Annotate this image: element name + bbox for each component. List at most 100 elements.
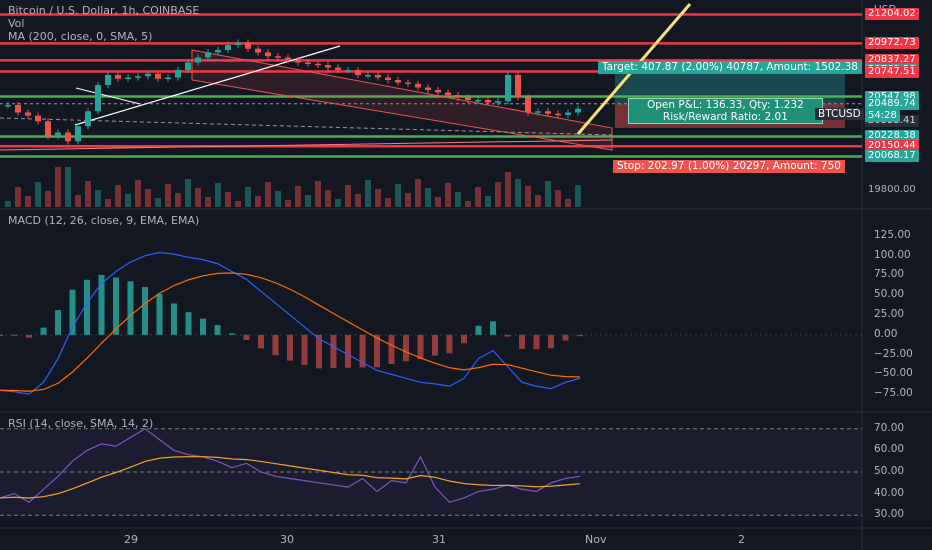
- pnl-text: Open P&L: 136.33, Qty: 1.232: [647, 99, 804, 111]
- candle: [115, 75, 121, 79]
- volume-bar: [385, 198, 391, 207]
- macd-histogram-bar: [301, 334, 308, 365]
- price-axis-label: 20150.44: [865, 140, 919, 153]
- candle: [335, 67, 341, 70]
- macd-histogram-bar: [185, 312, 192, 335]
- volume-bar: [175, 193, 181, 207]
- macd-histogram-bar: [0, 334, 3, 336]
- volume-bar: [405, 193, 411, 207]
- macd-histogram-bar: [214, 325, 221, 335]
- volume-bar: [445, 183, 451, 207]
- volume-bar: [315, 181, 321, 207]
- volume-bar: [435, 197, 441, 207]
- candle: [265, 52, 271, 57]
- candle: [465, 97, 471, 100]
- signal-line: [0, 272, 581, 392]
- volume-bar: [55, 167, 61, 207]
- target-label[interactable]: Target: 407.87 (2.00%) 40787, Amount: 15…: [598, 61, 862, 74]
- stop-label[interactable]: Stop: 202.97 (1.00%) 20297, Amount: 750: [613, 160, 845, 173]
- candle: [55, 132, 61, 137]
- macd-axis-label: −50.00: [874, 367, 913, 380]
- macd-axis-label: 125.00: [874, 228, 911, 241]
- volume-bar: [525, 186, 531, 207]
- volume-bar: [185, 179, 191, 207]
- time-axis-label: 31: [432, 533, 446, 546]
- candle: [455, 95, 461, 98]
- candle: [475, 100, 481, 102]
- macd-histogram-bar: [84, 279, 90, 335]
- candle: [485, 100, 491, 103]
- macd-histogram-bar: [577, 334, 583, 337]
- candle: [145, 73, 151, 77]
- rsi-line: [0, 428, 581, 503]
- volume-bar: [365, 180, 371, 207]
- macd-histogram-bar: [374, 334, 380, 368]
- macd-histogram-bar: [504, 334, 511, 337]
- volume-bar: [135, 180, 141, 207]
- macd-axis-label: 100.00: [874, 248, 911, 261]
- volume-label: Vol: [8, 17, 25, 30]
- macd-histogram-bar: [40, 327, 47, 335]
- macd-histogram-bar: [113, 277, 119, 335]
- price-axis-label: 20972.73: [865, 37, 919, 50]
- macd-histogram-bar: [519, 334, 525, 349]
- volume-bar: [125, 194, 131, 207]
- candle: [255, 48, 261, 53]
- macd-histogram-bar: [359, 334, 366, 368]
- macd-axis-label: 50.00: [874, 288, 905, 301]
- candle: [165, 77, 171, 79]
- candle: [355, 70, 361, 75]
- macd-axis-label: 25.00: [874, 308, 905, 321]
- ticker-badge: BTCUSD: [815, 108, 864, 120]
- macd-histogram-bar: [475, 325, 482, 335]
- candle: [125, 77, 131, 79]
- ma200-line: [0, 139, 613, 151]
- macd-histogram-bar: [388, 334, 395, 364]
- volume-bar: [45, 191, 51, 207]
- candle: [15, 105, 21, 113]
- candle: [35, 115, 41, 122]
- candle: [285, 57, 291, 60]
- volume-bar: [195, 188, 201, 207]
- candle: [325, 65, 331, 68]
- volume-bar: [355, 194, 361, 207]
- volume-bar: [335, 199, 341, 207]
- macd-histogram-bar: [316, 334, 322, 369]
- volume-bar: [65, 167, 71, 207]
- volume-bar: [395, 184, 401, 207]
- volume-bar: [345, 185, 351, 207]
- volume-bar: [15, 187, 21, 207]
- candle: [65, 132, 71, 142]
- symbol-title: Bitcoin / U.S. Dollar, 1h, COINBASE: [8, 4, 200, 17]
- volume-bar: [375, 189, 381, 207]
- candle: [415, 83, 421, 88]
- volume-bar: [145, 189, 151, 207]
- volume-bar: [565, 199, 571, 207]
- volume-bar: [235, 201, 241, 207]
- volume-bar: [95, 190, 101, 207]
- macd-histogram-bar: [533, 334, 540, 350]
- volume-bar: [255, 196, 261, 207]
- white-trendline: [74, 45, 341, 126]
- macd-histogram-bar: [258, 334, 264, 349]
- bar-countdown: 54:28: [865, 109, 900, 122]
- pnl-label[interactable]: Open P&L: 136.33, Qty: 1.232 Risk/Reward…: [628, 98, 823, 124]
- macd-histogram-bar: [562, 334, 569, 341]
- candle: [505, 75, 511, 102]
- volume-bar: [115, 185, 121, 207]
- volume-bar: [495, 182, 501, 207]
- volume-bar: [75, 195, 81, 207]
- candle: [445, 92, 451, 95]
- candle: [225, 45, 231, 50]
- candle: [175, 70, 181, 78]
- rsi-axis-label: 50.00: [874, 465, 905, 477]
- candle: [45, 121, 51, 137]
- volume-bar: [425, 188, 431, 207]
- candle: [435, 90, 441, 93]
- volume-bar: [225, 192, 231, 207]
- volume-bar: [25, 196, 31, 207]
- candle: [105, 75, 111, 85]
- candle: [275, 56, 281, 58]
- macd-histogram-bar: [403, 334, 409, 362]
